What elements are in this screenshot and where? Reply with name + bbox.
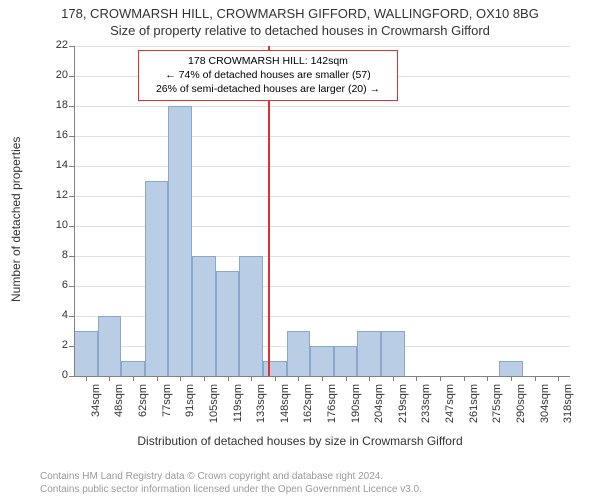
x-tick-label: 34sqm: [90, 384, 102, 434]
x-tick-label: 91sqm: [184, 384, 196, 434]
histogram-bar: [499, 361, 523, 376]
y-axis-label: Number of detached properties: [9, 122, 23, 302]
x-tick-label: 119sqm: [232, 384, 244, 434]
histogram-bar: [168, 106, 192, 376]
x-tick-label: 290sqm: [515, 384, 527, 434]
x-tick-label: 247sqm: [444, 384, 456, 434]
gridline: [74, 46, 570, 47]
histogram-bar: [192, 256, 216, 376]
y-tick-label: 18: [40, 99, 68, 111]
y-tick-label: 8: [40, 249, 68, 261]
histogram-bar: [239, 256, 263, 376]
x-tick-label: 162sqm: [302, 384, 314, 434]
y-tick-label: 6: [40, 279, 68, 291]
gridline: [74, 106, 570, 107]
callout-line3: 26% of semi-detached houses are larger (…: [145, 82, 391, 96]
chart-title-subtitle: Size of property relative to detached ho…: [0, 21, 600, 38]
x-tick-label: 105sqm: [208, 384, 220, 434]
x-tick-label: 133sqm: [255, 384, 267, 434]
y-tick-label: 10: [40, 219, 68, 231]
x-tick-label: 318sqm: [562, 384, 574, 434]
x-tick-label: 62sqm: [137, 384, 149, 434]
x-tick-label: 233sqm: [420, 384, 432, 434]
y-tick-label: 20: [40, 69, 68, 81]
y-tick-label: 16: [40, 129, 68, 141]
callout-line2: ← 74% of detached houses are smaller (57…: [145, 68, 391, 82]
x-tick-label: 148sqm: [279, 384, 291, 434]
callout-box: 178 CROWMARSH HILL: 142sqm ← 74% of deta…: [138, 50, 398, 101]
x-tick-label: 48sqm: [113, 384, 125, 434]
histogram-bar: [263, 361, 287, 376]
x-tick-label: 304sqm: [539, 384, 551, 434]
histogram-bar: [98, 316, 122, 376]
chart-title-address: 178, CROWMARSH HILL, CROWMARSH GIFFORD, …: [0, 0, 600, 21]
histogram-bar: [145, 181, 169, 376]
x-tick-label: 261sqm: [468, 384, 480, 434]
histogram-bar: [334, 346, 358, 376]
histogram-bar: [310, 346, 334, 376]
gridline: [74, 166, 570, 167]
x-tick-label: 204sqm: [373, 384, 385, 434]
histogram-bar: [381, 331, 405, 376]
histogram-bar: [287, 331, 311, 376]
y-tick-label: 22: [40, 39, 68, 51]
y-axis-line: [74, 46, 75, 376]
x-axis-label: Distribution of detached houses by size …: [0, 434, 600, 448]
y-tick-label: 4: [40, 309, 68, 321]
callout-line1: 178 CROWMARSH HILL: 142sqm: [145, 54, 391, 68]
histogram-bar: [216, 271, 240, 376]
x-tick-label: 190sqm: [350, 384, 362, 434]
histogram-bar: [357, 331, 381, 376]
x-tick-label: 219sqm: [397, 384, 409, 434]
gridline: [74, 136, 570, 137]
histogram-bar: [121, 361, 145, 376]
histogram-bar: [74, 331, 98, 376]
footer-line2: Contains public sector information licen…: [40, 483, 422, 496]
footer-line1: Contains HM Land Registry data © Crown c…: [40, 470, 422, 483]
x-tick-label: 275sqm: [491, 384, 503, 434]
y-tick-label: 0: [40, 369, 68, 381]
y-tick-label: 14: [40, 159, 68, 171]
y-tick-label: 2: [40, 339, 68, 351]
footer-credits: Contains HM Land Registry data © Crown c…: [40, 470, 422, 496]
x-tick-label: 77sqm: [161, 384, 173, 434]
x-tick-label: 176sqm: [326, 384, 338, 434]
x-axis-line: [74, 376, 570, 377]
y-tick-label: 12: [40, 189, 68, 201]
